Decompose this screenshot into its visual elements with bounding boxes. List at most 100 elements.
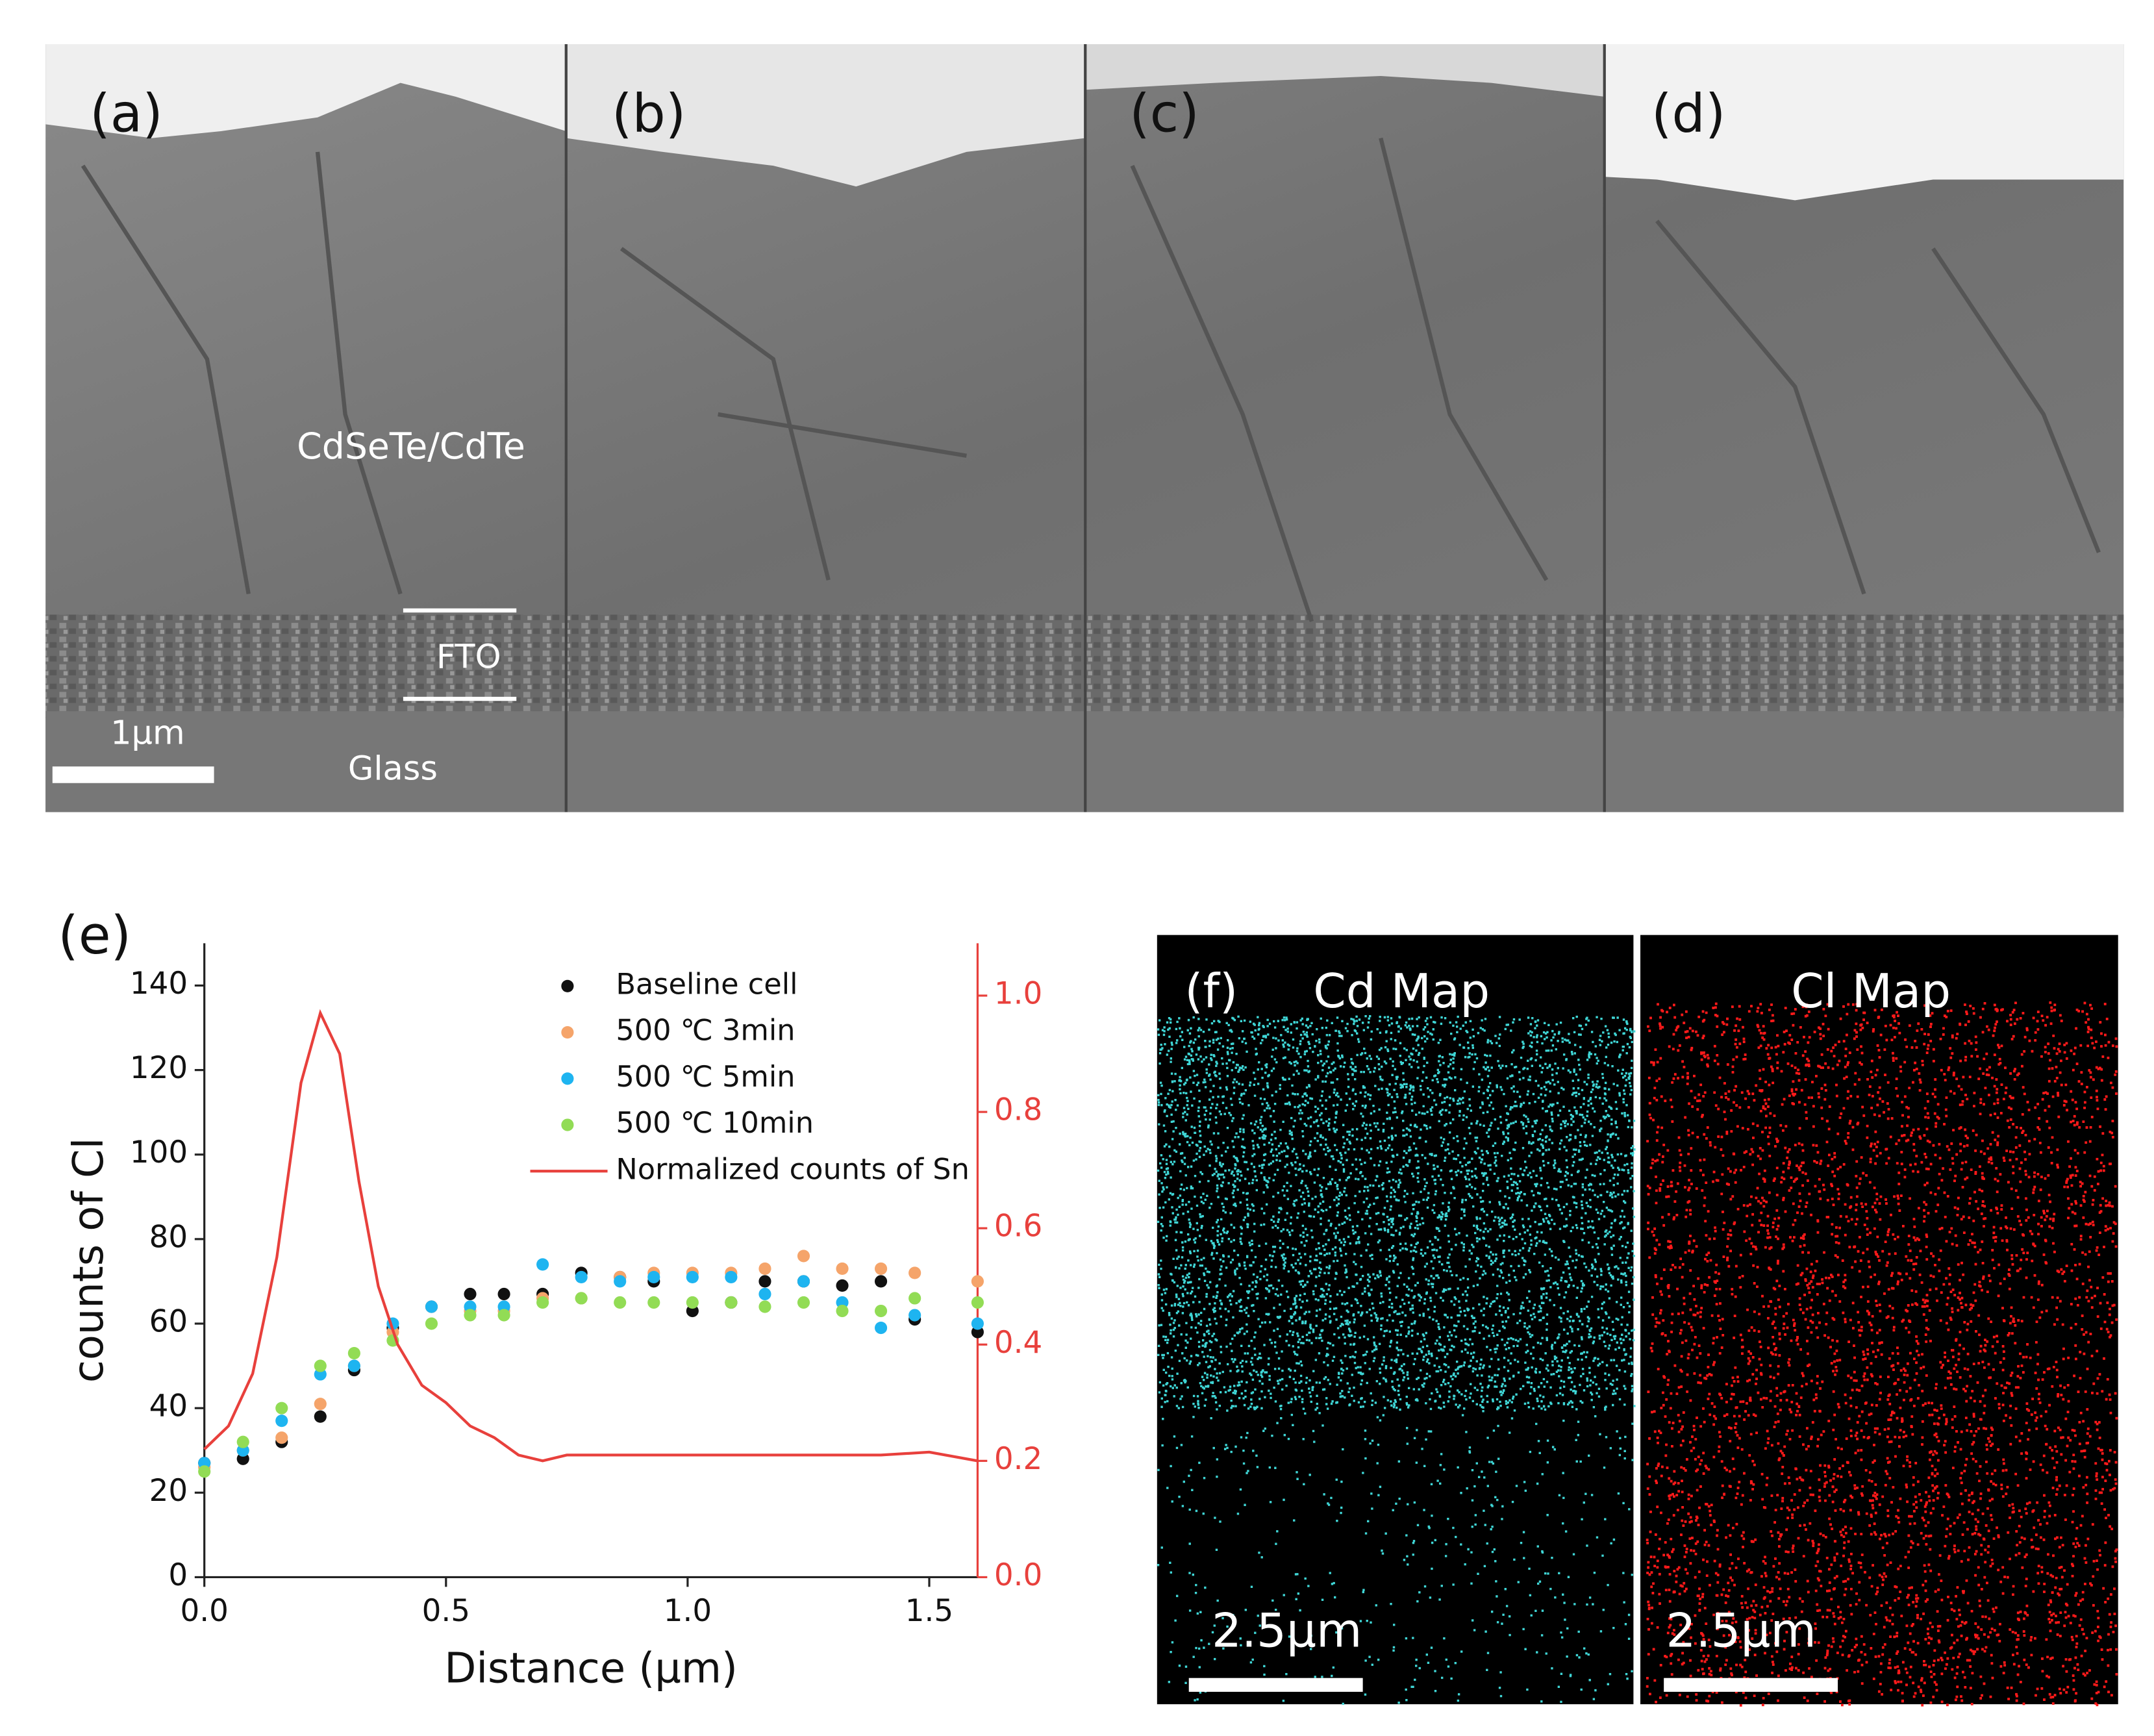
legend-label: 500 ℃ 10min xyxy=(616,1106,814,1140)
data-point xyxy=(347,1347,360,1360)
eds-maps: (f) Cd Map Cl Map 2.5μm 2.5μm xyxy=(1157,935,2118,1707)
data-point xyxy=(686,1270,699,1284)
sn-line xyxy=(203,1009,978,1463)
data-point xyxy=(275,1415,288,1428)
data-point xyxy=(536,1296,549,1309)
y-tick-label: 80 xyxy=(149,1220,188,1255)
data-point xyxy=(874,1275,888,1288)
data-point xyxy=(836,1262,849,1276)
data-point xyxy=(836,1304,849,1318)
x-tick-label: 1.0 xyxy=(664,1594,712,1629)
data-point xyxy=(758,1275,771,1288)
layer-label: FTO xyxy=(436,638,501,676)
cl-signal xyxy=(1646,1001,2118,1707)
panel-label: (e) xyxy=(58,905,131,966)
data-point xyxy=(425,1300,438,1313)
y-tick-label: 0 xyxy=(168,1558,188,1593)
sem-panels: (a) (b) (c) (d) CdSeTe/CdTe FTO 1μm Glas… xyxy=(45,44,2124,812)
data-point xyxy=(758,1300,771,1313)
data-point xyxy=(314,1410,327,1423)
data-point xyxy=(874,1304,888,1318)
panel-label: (d) xyxy=(1651,84,1725,145)
data-point xyxy=(758,1262,771,1276)
data-point xyxy=(758,1287,771,1301)
surface xyxy=(45,44,566,138)
data-point xyxy=(797,1250,810,1263)
data-point xyxy=(686,1296,699,1309)
y-tick-label: 40 xyxy=(149,1389,188,1424)
x-tick-label: 0.0 xyxy=(181,1594,229,1629)
layer-label: CdSeTe/CdTe xyxy=(297,426,525,468)
y-tick-label: 60 xyxy=(149,1305,188,1340)
x-tick-label: 0.5 xyxy=(422,1594,470,1629)
data-point xyxy=(797,1296,810,1309)
data-point xyxy=(236,1435,249,1448)
panel-label: (c) xyxy=(1129,84,1199,145)
data-point xyxy=(314,1359,327,1372)
data-point xyxy=(347,1359,360,1372)
legend-label: Baseline cell xyxy=(616,967,797,1001)
data-point xyxy=(908,1266,921,1279)
y-axis-label: counts of Cl xyxy=(65,1138,113,1383)
line-scan-chart: (e) 0.0 0.5 1.0 1.5 0 20 40 60 80 100 120 140 0.0 0.2 0… xyxy=(58,905,1042,1693)
y2-tick-label: 0.8 xyxy=(994,1093,1042,1128)
cd-map xyxy=(1157,935,1634,1705)
layer-label: Glass xyxy=(348,750,438,788)
legend-label: 500 ℃ 5min xyxy=(616,1060,795,1094)
data-point xyxy=(725,1296,738,1309)
data-point xyxy=(647,1270,660,1284)
legend-label: Normalized counts of Sn xyxy=(616,1152,970,1186)
data-point xyxy=(575,1270,588,1284)
data-point xyxy=(614,1296,627,1309)
surface xyxy=(1085,44,1605,97)
y2-tick-label: 0.0 xyxy=(994,1558,1042,1593)
data-point xyxy=(797,1275,810,1288)
x-axis-label: Distance (μm) xyxy=(444,1645,738,1693)
data-point xyxy=(971,1296,984,1309)
y2-tick-label: 1.0 xyxy=(994,976,1042,1011)
data-point xyxy=(908,1292,921,1305)
scale-bar xyxy=(1664,1678,1838,1692)
scale-bar-label: 2.5μm xyxy=(1666,1604,1816,1659)
data-point xyxy=(275,1402,288,1415)
scale-bar xyxy=(1188,1678,1363,1692)
x-tick-label: 1.5 xyxy=(905,1594,953,1629)
y-tick-label: 120 xyxy=(130,1051,188,1086)
y-tick-label: 20 xyxy=(149,1474,188,1509)
data-point xyxy=(908,1309,921,1322)
data-point xyxy=(425,1317,438,1330)
panel-label: (f) xyxy=(1184,964,1238,1019)
panel-label: (a) xyxy=(90,84,163,145)
panel-label: (b) xyxy=(612,84,686,145)
data-point xyxy=(497,1309,510,1322)
y2-tick-label: 0.2 xyxy=(994,1442,1042,1477)
data-point xyxy=(497,1287,510,1301)
data-point xyxy=(536,1258,549,1271)
scale-bar-label: 1μm xyxy=(110,714,185,752)
data-point xyxy=(464,1309,477,1322)
legend-label: 500 ℃ 3min xyxy=(616,1014,795,1048)
scale-bar xyxy=(52,766,214,783)
data-point xyxy=(836,1279,849,1292)
data-point xyxy=(198,1465,211,1478)
data-point xyxy=(314,1398,327,1411)
data-point xyxy=(575,1292,588,1305)
data-point xyxy=(647,1296,660,1309)
surface xyxy=(1604,44,2124,201)
map-title: Cl Map xyxy=(1791,964,1951,1019)
grain-boundaries xyxy=(81,137,2101,622)
data-point xyxy=(971,1275,984,1288)
y-tick-label: 100 xyxy=(130,1135,188,1170)
data-point xyxy=(275,1431,288,1444)
legend-marker xyxy=(561,1118,574,1131)
data-point xyxy=(874,1262,888,1276)
map-title: Cd Map xyxy=(1313,964,1490,1019)
surface xyxy=(566,44,1086,187)
data-point xyxy=(874,1321,888,1335)
data-point xyxy=(725,1270,738,1284)
y2-tick-label: 0.4 xyxy=(994,1326,1042,1361)
legend-marker xyxy=(561,1025,574,1039)
legend-marker xyxy=(561,1072,574,1085)
